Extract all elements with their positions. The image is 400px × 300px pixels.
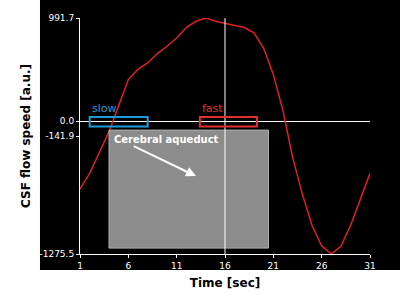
svg-text:Time [sec]: Time [sec] (190, 276, 260, 290)
svg-text:21: 21 (268, 261, 279, 271)
svg-text:Cerebral aqueduct: Cerebral aqueduct (114, 134, 219, 145)
svg-text:CSF flow speed [a.u.]: CSF flow speed [a.u.] (19, 64, 33, 208)
svg-text:11: 11 (171, 261, 182, 271)
svg-text:31: 31 (364, 261, 375, 271)
svg-text:26: 26 (316, 261, 328, 271)
svg-text:slow: slow (92, 102, 117, 115)
svg-text:-1275.5: -1275.5 (39, 249, 74, 259)
svg-text:fast: fast (202, 102, 223, 115)
svg-text:1: 1 (77, 261, 83, 271)
svg-text:991.7: 991.7 (48, 13, 74, 23)
svg-text:0.0: 0.0 (60, 116, 75, 126)
svg-text:16: 16 (219, 261, 231, 271)
svg-text:6: 6 (125, 261, 131, 271)
svg-text:-141.9: -141.9 (45, 131, 74, 141)
